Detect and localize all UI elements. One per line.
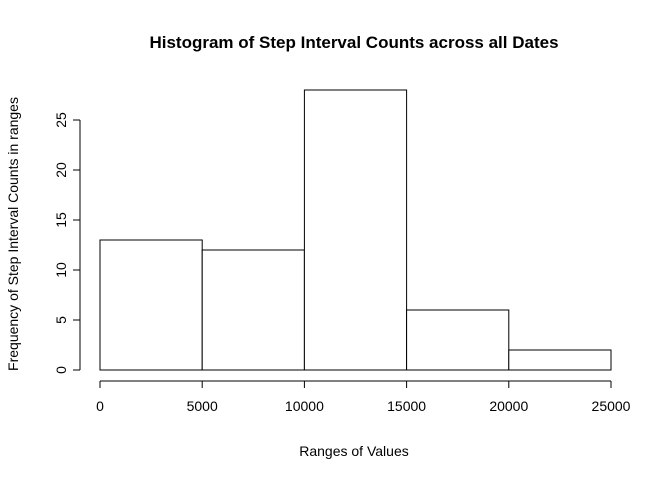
x-tick-label-1: 5000 [187,398,218,414]
y-tick-label-2: 10 [53,262,69,278]
histogram-bar-3 [303,89,408,371]
y-tick-label-1: 5 [53,316,69,324]
x-tick-label-4: 20000 [489,398,528,414]
chart-title: Histogram of Step Interval Counts across… [149,33,558,52]
histogram-bar-4 [406,309,510,371]
x-tick-label-0: 0 [96,398,104,414]
x-tick-label-2: 10000 [285,398,324,414]
histogram-bar-5 [508,349,612,371]
y-axis: 0 5 10 15 20 25 [53,112,81,374]
y-axis-label: Frequency of Step Interval Counts in ran… [5,97,21,371]
bars-group [99,89,612,371]
y-tick-label-0: 0 [53,366,69,374]
y-tick-label-3: 15 [53,212,69,228]
histogram-bar-1 [99,239,203,371]
histogram-bar-2 [201,249,305,371]
x-tick-label-5: 25000 [592,398,631,414]
x-axis: 0 5000 10000 15000 20000 25000 [96,380,631,414]
x-axis-label: Ranges of Values [299,443,408,459]
y-tick-label-4: 20 [53,162,69,178]
y-tick-label-5: 25 [53,112,69,128]
x-tick-label-3: 15000 [387,398,426,414]
